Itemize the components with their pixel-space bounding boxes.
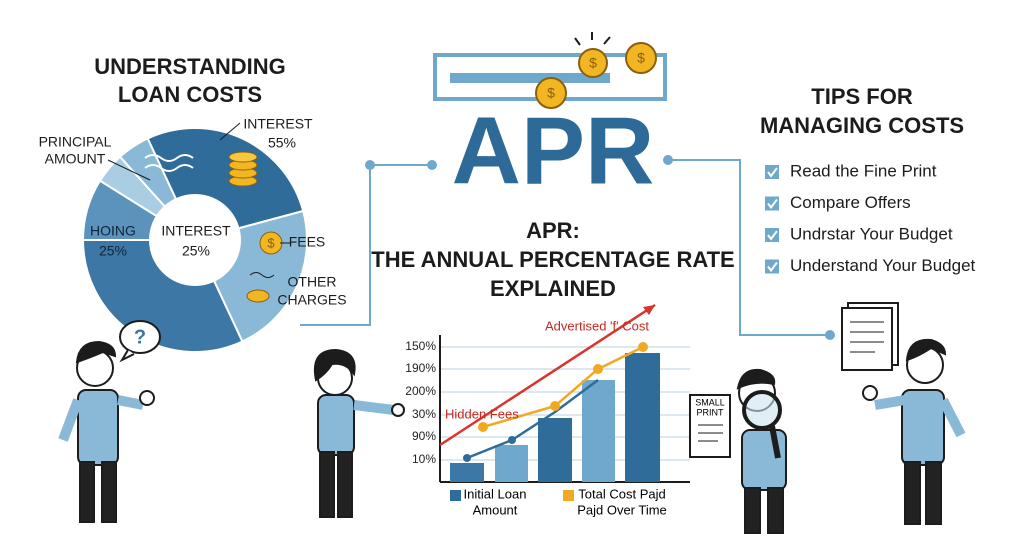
right-title: TIPS FOR: [811, 84, 913, 109]
y-axis-label: 90%: [412, 429, 436, 443]
svg-text:$: $: [589, 55, 597, 71]
donut-label: CHARGES: [277, 292, 346, 308]
donut-label: 25%: [182, 243, 210, 259]
document-text: PRINT: [697, 407, 725, 417]
right-title: MANAGING COSTS: [760, 113, 964, 138]
checkbox: [765, 259, 779, 274]
subtitle: EXPLAINED: [490, 276, 616, 301]
left-title: UNDERSTANDING: [94, 54, 285, 79]
donut-label: INTEREST: [161, 223, 231, 239]
donut-label: OTHER: [288, 274, 337, 290]
donut-label: FEES: [289, 234, 326, 250]
subtitle: THE ANNUAL PERCENTAGE RATE: [371, 247, 734, 272]
tip-text: Read the Fine Print: [790, 161, 937, 180]
donut-label: 25%: [99, 243, 127, 259]
y-axis-label: 10%: [412, 452, 436, 466]
bubble-text: ?: [134, 326, 146, 348]
subtitle: APR:: [526, 218, 580, 243]
donut-label: PRINCIPAL: [39, 134, 112, 150]
y-axis-label: 190%: [405, 361, 436, 375]
tip-text: Understand Your Budget: [790, 256, 976, 275]
mini-chart: [439, 303, 690, 501]
checkmark: [767, 261, 778, 273]
y-axis-label: 30%: [412, 407, 436, 421]
donut-icons: $: [144, 151, 283, 303]
checkmark: [767, 167, 778, 178]
apr-banner: $ $ $: [433, 32, 667, 109]
donut-hole: [149, 194, 241, 286]
checkbox: [765, 165, 779, 179]
donut-label: INTEREST: [243, 116, 313, 132]
annotation: Advertised 'f' Cost: [545, 318, 649, 333]
y-axis-label: 150%: [405, 339, 436, 353]
tip-text: Undrstar Your Budget: [790, 224, 953, 243]
tip-text: Compare Offers: [790, 193, 911, 212]
svg-text:$: $: [637, 50, 645, 66]
checkmark: [767, 230, 778, 241]
document-text: SMALL: [695, 397, 725, 407]
annotation: Hidden Fees: [445, 406, 519, 421]
y-axis-label: 200%: [405, 384, 436, 398]
connectors: [300, 155, 835, 340]
left-title: LOAN COSTS: [118, 82, 262, 107]
checkbox: [765, 228, 779, 242]
donut-label: HOING: [90, 223, 136, 239]
person-2: [314, 348, 405, 518]
person-1: ?: [58, 320, 161, 523]
svg-text:$: $: [547, 85, 555, 101]
donut-label: 55%: [268, 135, 296, 151]
person-4: [841, 302, 966, 525]
legend-label: Initial Loan: [464, 486, 527, 501]
svg-text:$: $: [267, 235, 275, 250]
person-3: [689, 368, 787, 534]
donut-label: AMOUNT: [45, 151, 106, 167]
legend-label: Amount: [473, 502, 518, 517]
legend-label: Total Cost Pajd: [578, 486, 665, 501]
checkbox: [765, 196, 779, 211]
donut-label-lines: [107, 122, 290, 244]
checkmark: [767, 198, 778, 210]
apr-heading: APR: [452, 97, 655, 204]
legend-label: Pajd Over Time: [577, 502, 667, 517]
